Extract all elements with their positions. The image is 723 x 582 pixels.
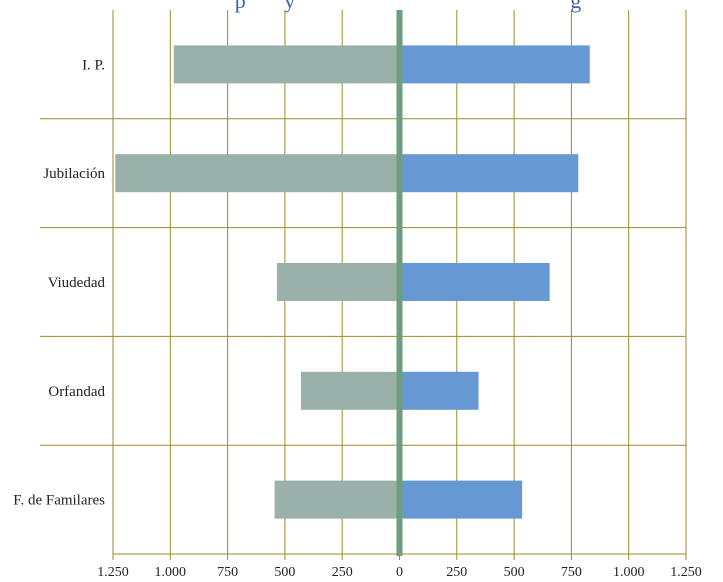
category-label: Jubilación (43, 166, 105, 182)
x-tick-label: 500 (274, 565, 295, 580)
bar-right (399, 371, 479, 410)
x-tick-label: 250 (446, 565, 467, 580)
x-tick-label: 250 (332, 565, 353, 580)
category-label: I. P. (82, 57, 105, 73)
category-label: Viudedad (48, 275, 106, 291)
x-tick-label: 500 (504, 565, 525, 580)
bar-right (399, 45, 590, 84)
bars (115, 10, 590, 556)
x-tick-label: 750 (217, 565, 238, 580)
bar-left (173, 45, 400, 84)
x-tick-label: 1.000 (613, 565, 645, 580)
x-tick-label: 0 (396, 565, 403, 580)
bar-left (274, 480, 400, 519)
chart-title-fragment: p y g (235, 0, 582, 13)
category-label: F. de Familares (13, 493, 105, 509)
x-tick-label: 1.250 (670, 565, 702, 580)
bar-left (276, 263, 400, 301)
category-label: Orfandad (48, 384, 105, 400)
bar-right (399, 263, 550, 301)
bar-right (399, 480, 523, 519)
bar-left (300, 371, 400, 410)
zero-line (396, 10, 403, 556)
x-tick-label: 1.000 (155, 565, 187, 580)
x-tick-label: 750 (561, 565, 582, 580)
bar-right (399, 154, 579, 193)
x-tick-label: 1.250 (97, 565, 129, 580)
bar-left (115, 154, 400, 193)
labels: I. P. Jubilación Viudedad Orfandad F. de Fam… (13, 57, 701, 580)
